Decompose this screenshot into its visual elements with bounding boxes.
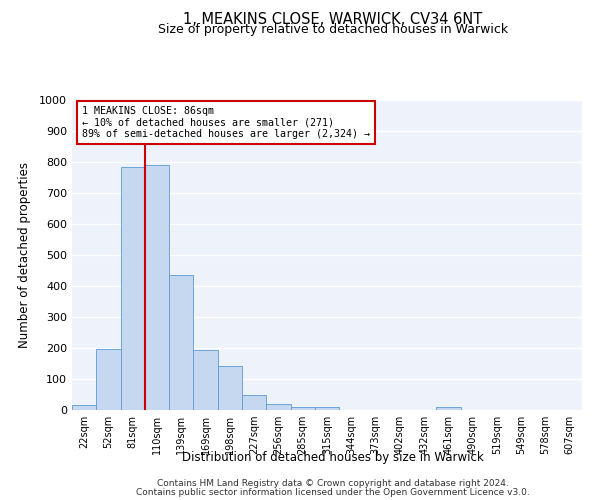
Y-axis label: Number of detached properties: Number of detached properties	[18, 162, 31, 348]
Text: 1, MEAKINS CLOSE, WARWICK, CV34 6NT: 1, MEAKINS CLOSE, WARWICK, CV34 6NT	[184, 12, 482, 28]
Bar	[72, 406, 96, 410]
Text: Contains public sector information licensed under the Open Government Licence v3: Contains public sector information licen…	[136, 488, 530, 497]
Bar	[242, 395, 266, 410]
Bar	[218, 366, 242, 410]
Text: Distribution of detached houses by size in Warwick: Distribution of detached houses by size …	[182, 451, 484, 464]
Bar	[193, 350, 218, 410]
Text: Size of property relative to detached houses in Warwick: Size of property relative to detached ho…	[158, 22, 508, 36]
Bar	[290, 407, 315, 410]
Bar	[121, 168, 145, 410]
Bar	[266, 404, 290, 410]
Text: 1 MEAKINS CLOSE: 86sqm
← 10% of detached houses are smaller (271)
89% of semi-de: 1 MEAKINS CLOSE: 86sqm ← 10% of detached…	[82, 106, 370, 140]
Bar	[169, 275, 193, 410]
Bar	[315, 407, 339, 410]
Text: Contains HM Land Registry data © Crown copyright and database right 2024.: Contains HM Land Registry data © Crown c…	[157, 480, 509, 488]
Bar	[96, 349, 121, 410]
Bar	[145, 165, 169, 410]
Bar	[436, 407, 461, 410]
